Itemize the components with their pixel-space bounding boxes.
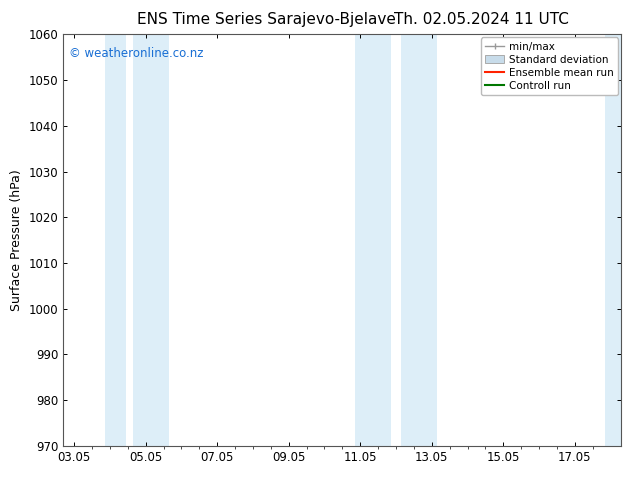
Legend: min/max, Standard deviation, Ensemble mean run, Controll run: min/max, Standard deviation, Ensemble me… [481,37,618,95]
Y-axis label: Surface Pressure (hPa): Surface Pressure (hPa) [10,169,23,311]
Text: © weatheronline.co.nz: © weatheronline.co.nz [69,47,204,60]
Bar [605,34,621,446]
Text: Th. 02.05.2024 11 UTC: Th. 02.05.2024 11 UTC [394,12,569,27]
Bar [401,34,437,446]
Bar [355,34,391,446]
Bar [133,34,169,446]
Text: ENS Time Series Sarajevo-Bjelave: ENS Time Series Sarajevo-Bjelave [137,12,396,27]
Bar [105,34,126,446]
